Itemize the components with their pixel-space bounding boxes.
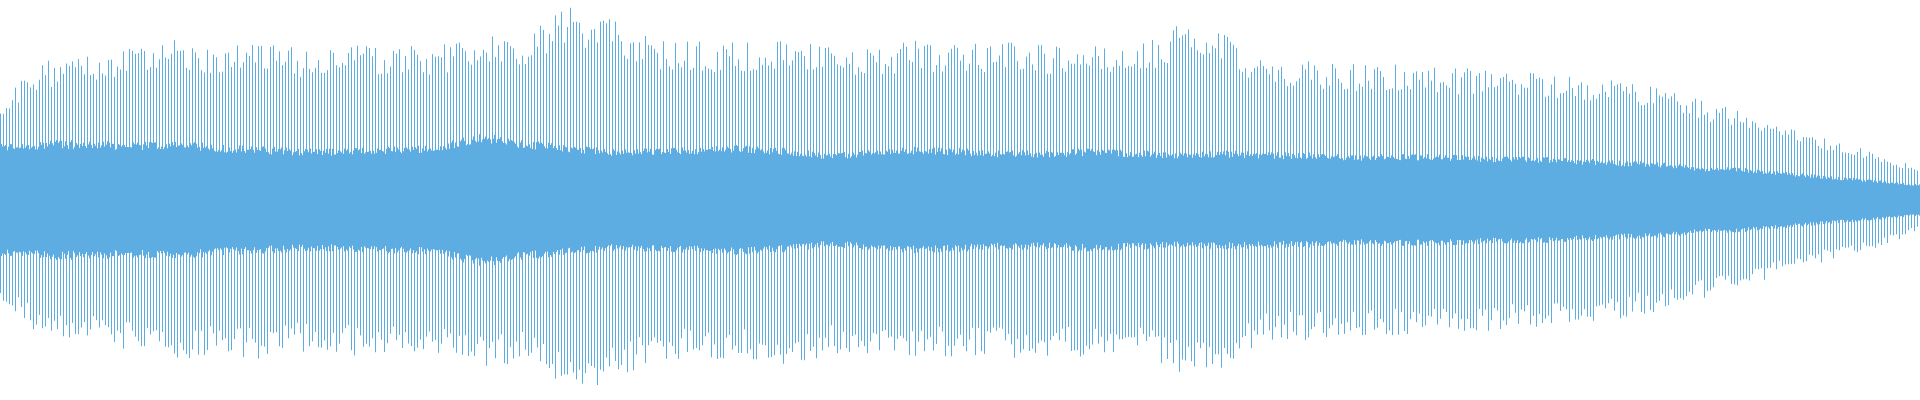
waveform-core <box>0 133 1920 267</box>
